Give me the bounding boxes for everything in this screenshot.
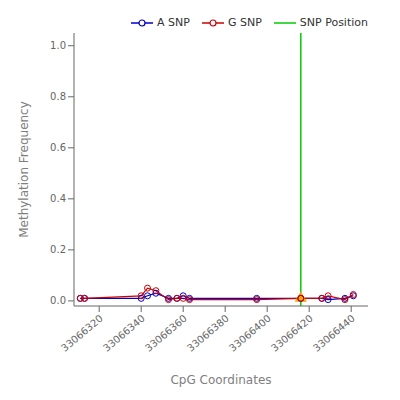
- html-text:SNP Position: SNP Position: [299, 16, 368, 29]
- svg-text:0.0: 0.0: [50, 295, 66, 306]
- svg-text:0.4: 0.4: [50, 193, 66, 204]
- svg-text:0.8: 0.8: [50, 91, 66, 102]
- html-text:G SNP: G SNP: [228, 16, 262, 29]
- svg-text:33066440: 33066440: [311, 313, 357, 354]
- svg-text:33066380: 33066380: [185, 313, 231, 354]
- svg-text:Methylation Frequency: Methylation Frequency: [17, 101, 31, 238]
- svg-text:1.0: 1.0: [50, 40, 66, 51]
- svg-text:33066400: 33066400: [227, 313, 273, 354]
- html-text:A SNP: A SNP: [157, 16, 190, 29]
- svg-text:33066420: 33066420: [269, 313, 315, 354]
- svg-text:CpG Coordinates: CpG Coordinates: [170, 373, 271, 387]
- svg-text:0.6: 0.6: [50, 142, 66, 153]
- svg-text:33066320: 33066320: [59, 313, 105, 354]
- svg-text:33066360: 33066360: [143, 313, 189, 354]
- svg-text:33066340: 33066340: [101, 313, 147, 354]
- svg-text:0.2: 0.2: [50, 244, 66, 255]
